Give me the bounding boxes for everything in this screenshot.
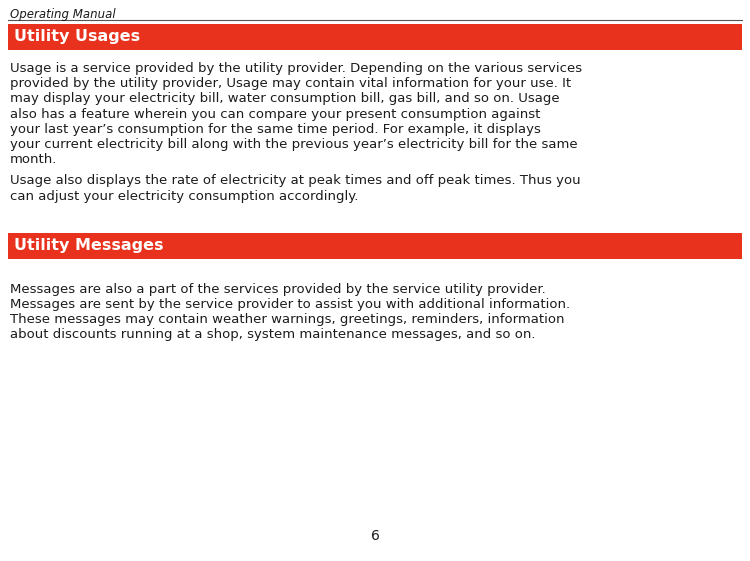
Text: Utility Messages: Utility Messages [14,238,164,253]
Text: Usage also displays the rate of electricity at peak times and off peak times. Th: Usage also displays the rate of electric… [10,174,580,187]
Text: provided by the utility provider, Usage may contain vital information for your u: provided by the utility provider, Usage … [10,77,572,90]
Bar [8,233,742,259]
Text: Messages are also a part of the services provided by the service utility provide: Messages are also a part of the services… [10,283,546,296]
Text: may display your electricity bill, water consumption bill, gas bill, and so on. : may display your electricity bill, water… [10,93,560,105]
Text: Operating Manual: Operating Manual [10,8,115,21]
Text: These messages may contain weather warnings, greetings, reminders, information: These messages may contain weather warni… [10,313,565,326]
Text: about discounts running at a shop, system maintenance messages, and so on.: about discounts running at a shop, syste… [10,328,536,342]
Text: your current electricity bill along with the previous year’s electricity bill fo: your current electricity bill along with… [10,138,578,151]
Text: Utility Usages: Utility Usages [14,29,140,44]
Text: month.: month. [10,153,57,166]
Text: 6: 6 [370,529,380,543]
Text: your last year’s consumption for the same time period. For example, it displays: your last year’s consumption for the sam… [10,123,541,136]
Bar [8,24,742,50]
Text: also has a feature wherein you can compare your present consumption against: also has a feature wherein you can compa… [10,108,540,121]
Text: Messages are sent by the service provider to assist you with additional informat: Messages are sent by the service provide… [10,298,570,311]
Text: Usage is a service provided by the utility provider. Depending on the various se: Usage is a service provided by the utili… [10,62,582,75]
Text: can adjust your electricity consumption accordingly.: can adjust your electricity consumption … [10,190,358,203]
